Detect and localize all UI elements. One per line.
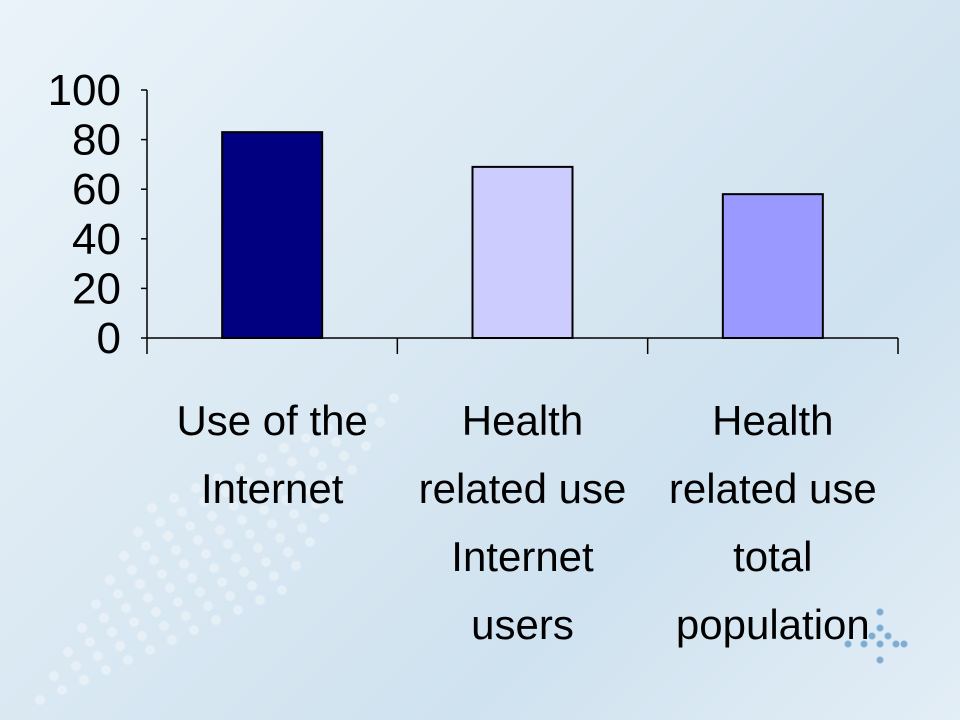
- y-tick-label: 0: [97, 314, 121, 363]
- y-tick-label: 100: [48, 66, 121, 115]
- category-label-line: Internet: [451, 533, 594, 580]
- category-label: Health related use Internet users: [419, 397, 627, 648]
- bar: [471, 165, 574, 339]
- y-tick-label: 80: [72, 116, 121, 165]
- category-label-line: related use: [419, 465, 627, 512]
- category-label-line: population: [676, 601, 870, 648]
- category-label-line: Health: [712, 397, 833, 444]
- bars: [221, 131, 824, 339]
- category-label: Health related use total population: [669, 397, 877, 648]
- category-label-line: users: [471, 601, 574, 648]
- y-tick-label: 60: [72, 165, 121, 214]
- category-label: Use of the Internet: [176, 397, 367, 512]
- y-tick-label: 20: [72, 264, 121, 313]
- category-label-line: Use of the: [176, 397, 367, 444]
- bar: [221, 131, 324, 339]
- category-label-line: Health: [462, 397, 583, 444]
- bar: [721, 193, 824, 339]
- category-label-line: related use: [669, 465, 877, 512]
- category-label-line: total: [733, 533, 812, 580]
- category-labels: Use of the Internet Health related use Inter…: [176, 397, 876, 648]
- y-tick-label: 40: [72, 215, 121, 264]
- category-label-line: Internet: [201, 465, 344, 512]
- x-axis: [146, 337, 899, 354]
